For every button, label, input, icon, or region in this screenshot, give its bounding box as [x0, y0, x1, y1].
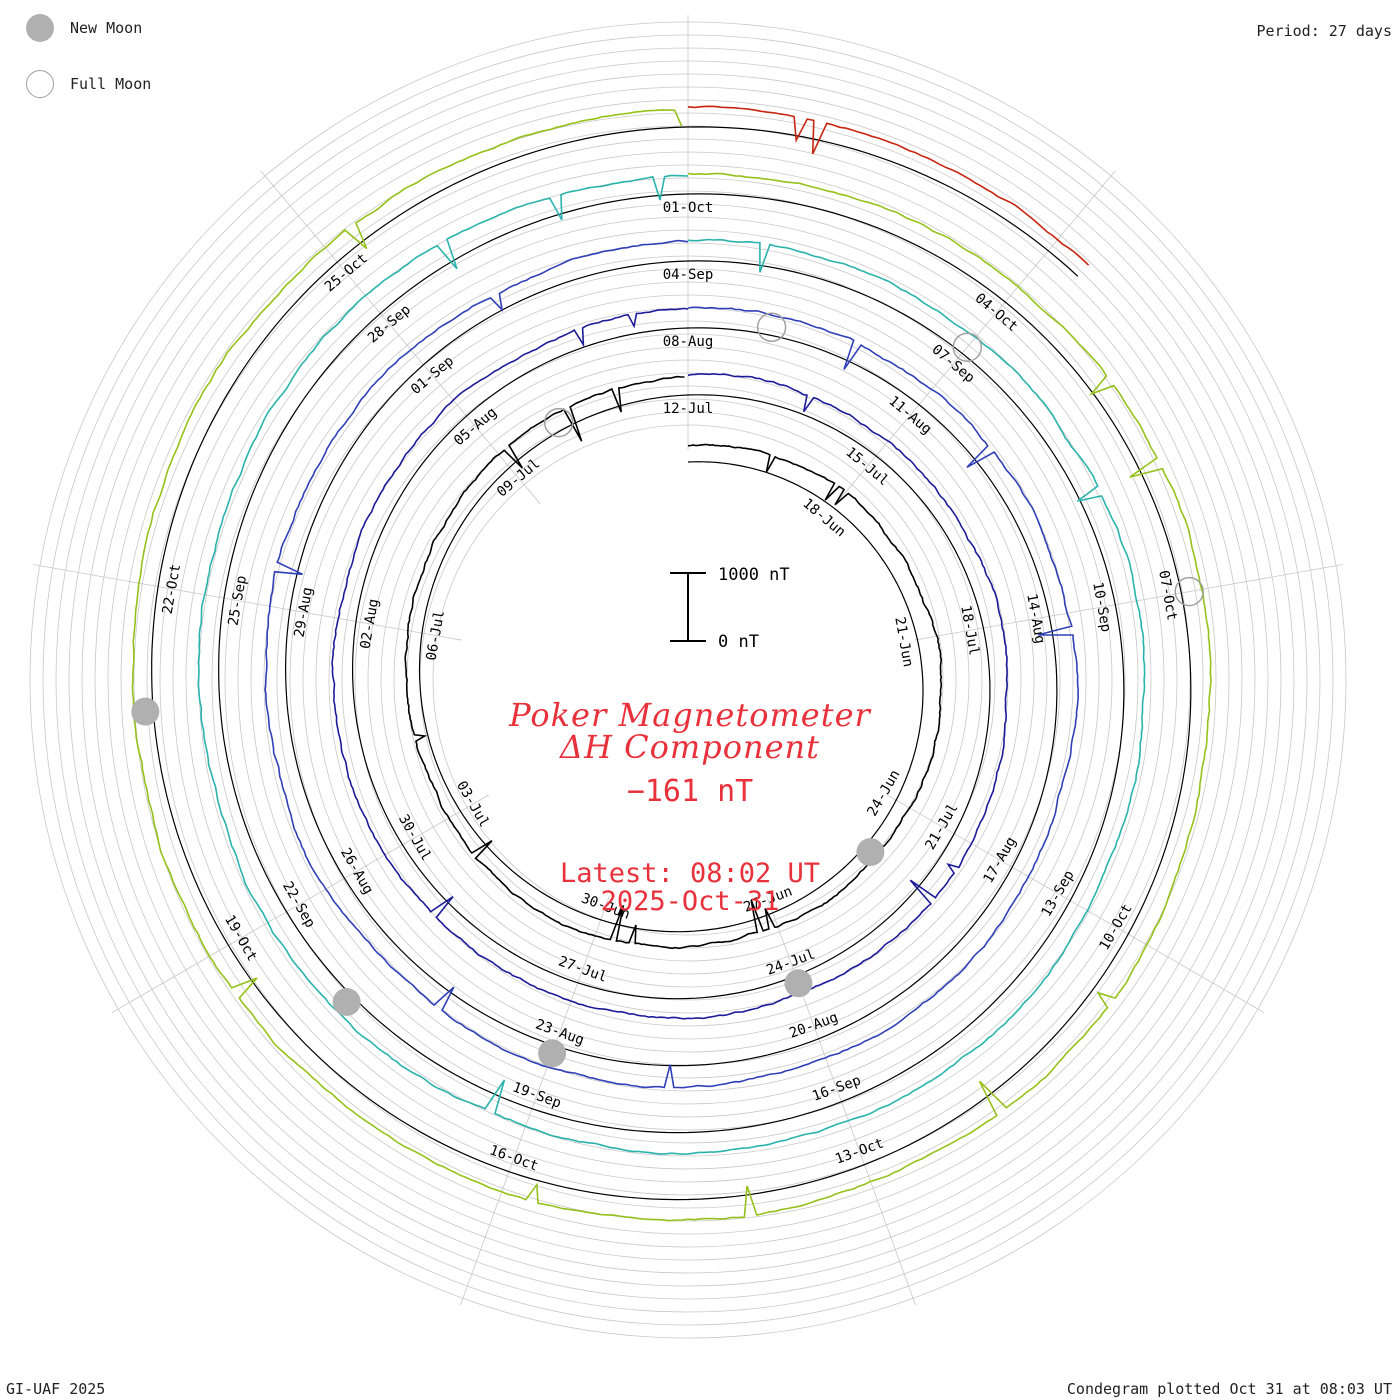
full-moon-marker — [756, 312, 787, 343]
date-label: 18-Jun — [799, 496, 848, 541]
date-label: 29-Aug — [292, 586, 317, 639]
new-moon-marker — [131, 697, 160, 726]
legend-full-moon: Full Moon — [26, 68, 151, 100]
new-moon-marker — [856, 838, 885, 867]
trace-15-jun-to-12-jul — [404, 375, 943, 950]
scale-top-label: 1000 nT — [718, 565, 790, 585]
date-label: 21-Jun — [891, 616, 916, 669]
date-label: 11-Aug — [885, 393, 934, 438]
date-label: 25-Sep — [226, 574, 251, 627]
date-label: 27-Jul — [556, 953, 609, 985]
chart-title: Poker Magnetometer — [509, 696, 871, 734]
day-spoke — [260, 170, 541, 505]
full-moon-icon — [26, 70, 54, 98]
new-moon-marker — [538, 1039, 567, 1068]
footer-credit: GI-UAF 2025 — [6, 1380, 106, 1398]
day-spoke — [766, 895, 916, 1306]
date-label: 04-Sep — [663, 267, 714, 283]
day-spoke — [111, 794, 490, 1013]
data-traces — [131, 105, 1212, 1222]
trace-01-oct-to-28-oct — [131, 109, 1212, 1222]
full-moon-marker — [543, 407, 574, 438]
trace-08-aug-to-04-sep — [264, 239, 1080, 1089]
day-spoke — [914, 564, 1343, 641]
new-moon-marker — [332, 988, 361, 1016]
full-moon-marker — [1174, 576, 1204, 607]
legend-full-moon-label: Full Moon — [70, 75, 152, 93]
trace-12-jul-to-08-aug — [331, 307, 1008, 1020]
date-label: 01-Oct — [663, 200, 714, 216]
date-label: 12-Jul — [663, 401, 714, 417]
date-label: 19-Oct — [221, 912, 260, 964]
date-label: 25-Oct — [322, 250, 371, 295]
day-spokes — [33, 15, 1343, 1306]
trace-04-sep-to-01-oct — [197, 174, 1146, 1156]
legend-new-moon-label: New Moon — [70, 19, 143, 37]
day-spoke — [886, 794, 1265, 1013]
new-moon-icon — [26, 14, 54, 42]
date-label: 08-Aug — [663, 334, 714, 350]
new-moon-marker — [784, 969, 813, 998]
latest-time: Latest: 08:02 UT — [559, 858, 821, 889]
footer-plot-time: Condegram plotted Oct 31 at 08:03 UT — [1066, 1380, 1392, 1398]
current-value: −161 nT — [626, 774, 754, 809]
legend-new-moon: New Moon — [26, 12, 142, 44]
moon-markers — [131, 312, 1204, 1068]
full-moon-marker — [952, 332, 983, 362]
date-label: 02-Aug — [358, 598, 383, 651]
baseline-spiral — [151, 126, 1192, 1201]
date-label: 26-Aug — [337, 845, 376, 897]
day-spoke — [460, 895, 610, 1306]
period-label: Period: 27 days — [1256, 22, 1392, 40]
date-label: 10-Sep — [1089, 581, 1114, 634]
date-label: 16-Oct — [487, 1142, 540, 1174]
latest-date: 2025-Oct-31 — [600, 886, 780, 917]
date-label: 19-Sep — [510, 1079, 563, 1111]
date-label: 14-Aug — [1023, 592, 1048, 645]
day-spoke — [33, 564, 462, 641]
trace-28-oct-to-31-oct — [687, 105, 1090, 266]
date-label: 22-Oct — [160, 563, 185, 616]
chart-subtitle: ΔH Component — [559, 728, 821, 766]
scale-bottom-label: 0 nT — [718, 632, 759, 652]
date-label: 18-Jul — [957, 604, 982, 657]
scale-bar: 1000 nT 0 nT — [670, 565, 790, 652]
date-label: 13-Oct — [833, 1135, 886, 1167]
date-label: 04-Oct — [972, 290, 1021, 335]
baseline-spiral-path — [151, 126, 1192, 1201]
date-label: 22-Sep — [279, 879, 318, 931]
date-label: 01-Sep — [408, 353, 457, 398]
